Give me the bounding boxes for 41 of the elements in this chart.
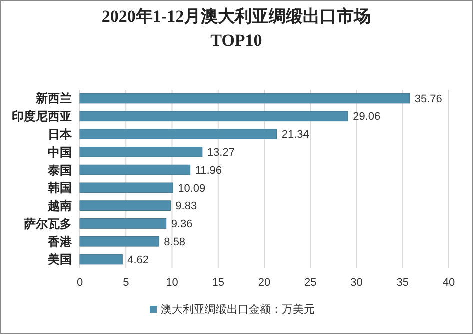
- data-label: 4.62: [128, 254, 150, 266]
- data-label: 35.76: [414, 93, 442, 106]
- data-label: 9.36: [171, 218, 193, 231]
- y-tick-label: 香港: [47, 234, 73, 249]
- bar: [80, 182, 174, 194]
- bar: [80, 111, 348, 122]
- data-label: 13.27: [207, 147, 235, 160]
- bar: [80, 218, 167, 229]
- data-label: 8.58: [164, 236, 186, 248]
- bar: [80, 200, 171, 212]
- x-tick-label: 10: [166, 277, 178, 289]
- data-label: 21.34: [282, 129, 310, 142]
- x-tick-label: 30: [350, 277, 363, 289]
- y-tick-label: 新西兰: [35, 92, 72, 106]
- bar: [80, 164, 191, 176]
- y-tick-label: 中国: [48, 145, 72, 160]
- bar: [80, 236, 160, 247]
- data-label: 10.09: [178, 182, 206, 195]
- x-tick-label: 25: [304, 277, 317, 289]
- x-tick-label: 35: [396, 277, 409, 289]
- y-tick-label: 美国: [47, 252, 72, 267]
- y-tick-label: 日本: [48, 127, 73, 142]
- bar: [80, 129, 278, 140]
- x-tick-label: 40: [442, 277, 456, 289]
- y-tick-label: 印度尼西亚: [12, 110, 72, 124]
- x-tick-label: 0: [76, 277, 84, 289]
- data-label: 11.96: [195, 164, 222, 177]
- y-tick-label: 韩国: [47, 181, 72, 196]
- x-tick-label: 5: [123, 277, 130, 289]
- x-tick-label: 15: [212, 277, 224, 289]
- chart-title: 2020年1-12月澳大利亚绸缎出口市场 TOP10: [102, 7, 372, 50]
- legend-label: 澳大利亚绸缎出口金额：万美元: [161, 303, 315, 316]
- bar: [80, 254, 123, 265]
- data-label: 29.06: [353, 111, 381, 124]
- y-tick-label: 越南: [47, 199, 72, 214]
- bar: [80, 93, 410, 104]
- data-label: 9.83: [176, 200, 198, 213]
- y-tick-label: 泰国: [47, 163, 72, 178]
- x-tick-label: 20: [258, 277, 271, 289]
- bar: [80, 146, 203, 158]
- y-tick-label: 萨尔瓦多: [23, 216, 72, 231]
